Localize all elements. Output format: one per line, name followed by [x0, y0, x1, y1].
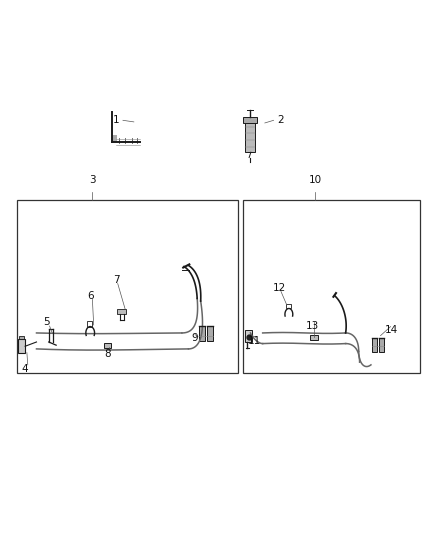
Bar: [286, 304, 291, 309]
Bar: [112, 135, 117, 142]
Bar: [17, 200, 238, 373]
Text: 2: 2: [277, 115, 283, 125]
Text: 6: 6: [87, 290, 93, 301]
Bar: [18, 340, 25, 353]
Bar: [19, 336, 24, 340]
Bar: [104, 343, 111, 348]
Bar: [87, 321, 92, 327]
Text: 13: 13: [306, 321, 319, 331]
Bar: [372, 338, 378, 352]
Bar: [199, 326, 205, 341]
Text: 1: 1: [113, 115, 120, 125]
Bar: [207, 326, 213, 341]
Text: 12: 12: [272, 283, 286, 293]
Text: 9: 9: [192, 333, 198, 343]
Bar: [243, 200, 420, 373]
Bar: [244, 117, 257, 123]
Text: 14: 14: [385, 325, 398, 335]
Text: 7: 7: [113, 275, 120, 285]
Text: 11: 11: [248, 336, 261, 346]
Text: 4: 4: [21, 364, 28, 374]
Text: 8: 8: [104, 349, 111, 359]
Bar: [310, 335, 318, 340]
Bar: [117, 309, 126, 314]
Text: 10: 10: [308, 175, 321, 185]
Text: 3: 3: [89, 175, 95, 185]
Text: 5: 5: [43, 317, 50, 327]
Bar: [245, 119, 255, 152]
Bar: [245, 330, 252, 342]
Bar: [379, 338, 385, 352]
